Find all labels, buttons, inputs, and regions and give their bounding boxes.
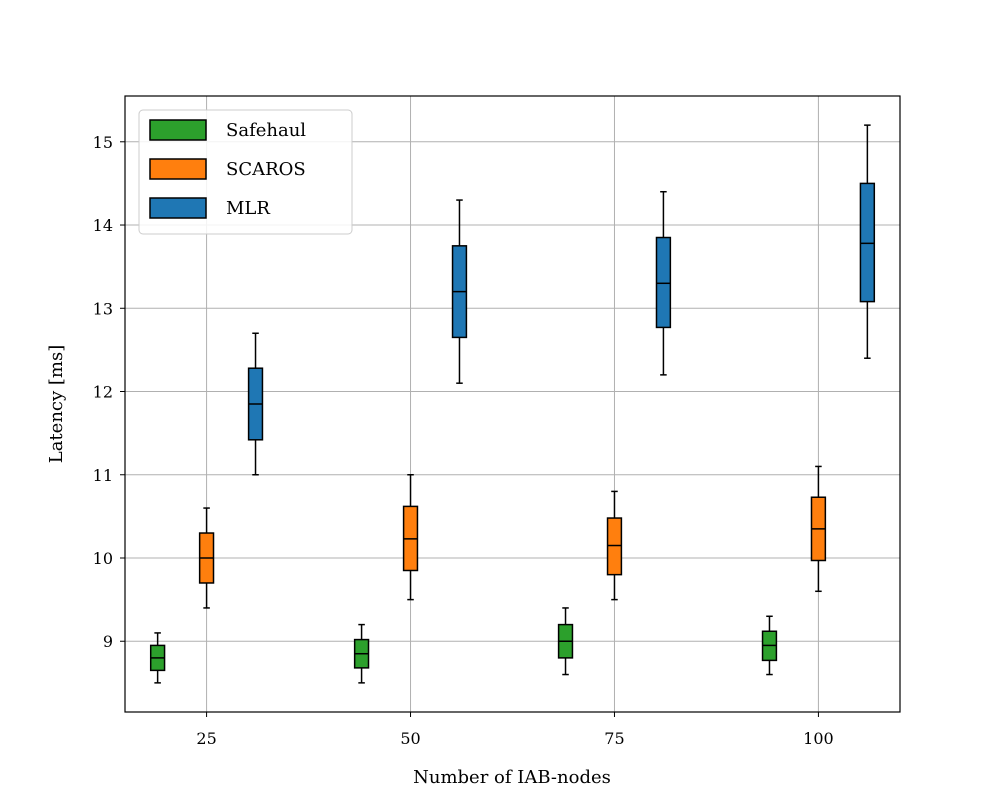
- y-tick-label: 10: [93, 549, 113, 568]
- box-scaros-25: [198, 507, 215, 609]
- legend-label: Safehaul: [226, 120, 306, 141]
- ticks: 9 10 11 12 13 14 15 25 50 75 100: [93, 133, 834, 748]
- y-axis-title: Latency [ms]: [46, 345, 67, 464]
- y-tick-label: 13: [93, 299, 113, 318]
- box-safehaul-75: [557, 607, 574, 676]
- box-safehaul-25: [149, 632, 166, 684]
- y-tick-label: 9: [103, 632, 113, 651]
- legend: Safehaul SCAROS MLR: [138, 109, 353, 235]
- legend-item-safehaul: Safehaul: [149, 119, 306, 141]
- box-mlr-100: [859, 124, 876, 359]
- legend-swatch: [149, 119, 207, 141]
- box-safehaul-50: [353, 623, 370, 684]
- x-tick-label: 100: [803, 729, 834, 748]
- y-tick-label: 11: [93, 466, 113, 485]
- box-scaros-100: [810, 465, 827, 593]
- box-mlr-25: [247, 332, 264, 476]
- x-tick-label: 75: [604, 729, 624, 748]
- boxes: [149, 124, 876, 684]
- box-iqr: [655, 236, 672, 329]
- y-tick-label: 12: [93, 383, 113, 402]
- legend-label: MLR: [226, 198, 270, 219]
- box-iqr: [606, 517, 623, 576]
- box-safehaul-100: [761, 615, 778, 676]
- box-scaros-50: [402, 474, 419, 601]
- x-tick-label: 50: [400, 729, 420, 748]
- legend-swatch: [149, 197, 207, 219]
- box-mlr-75: [655, 190, 672, 376]
- box-mlr-50: [451, 199, 468, 384]
- legend-swatch: [149, 158, 207, 180]
- legend-item-scaros: SCAROS: [149, 158, 306, 180]
- x-axis-title: Number of IAB-nodes: [413, 767, 611, 788]
- legend-label: SCAROS: [226, 159, 306, 180]
- y-tick-label: 14: [93, 216, 113, 235]
- x-tick-label: 25: [196, 729, 216, 748]
- box-iqr: [859, 182, 876, 303]
- y-tick-label: 15: [93, 133, 113, 152]
- legend-item-mlr: MLR: [149, 197, 270, 219]
- plot-frame: [124, 95, 901, 713]
- box-scaros-75: [606, 490, 623, 601]
